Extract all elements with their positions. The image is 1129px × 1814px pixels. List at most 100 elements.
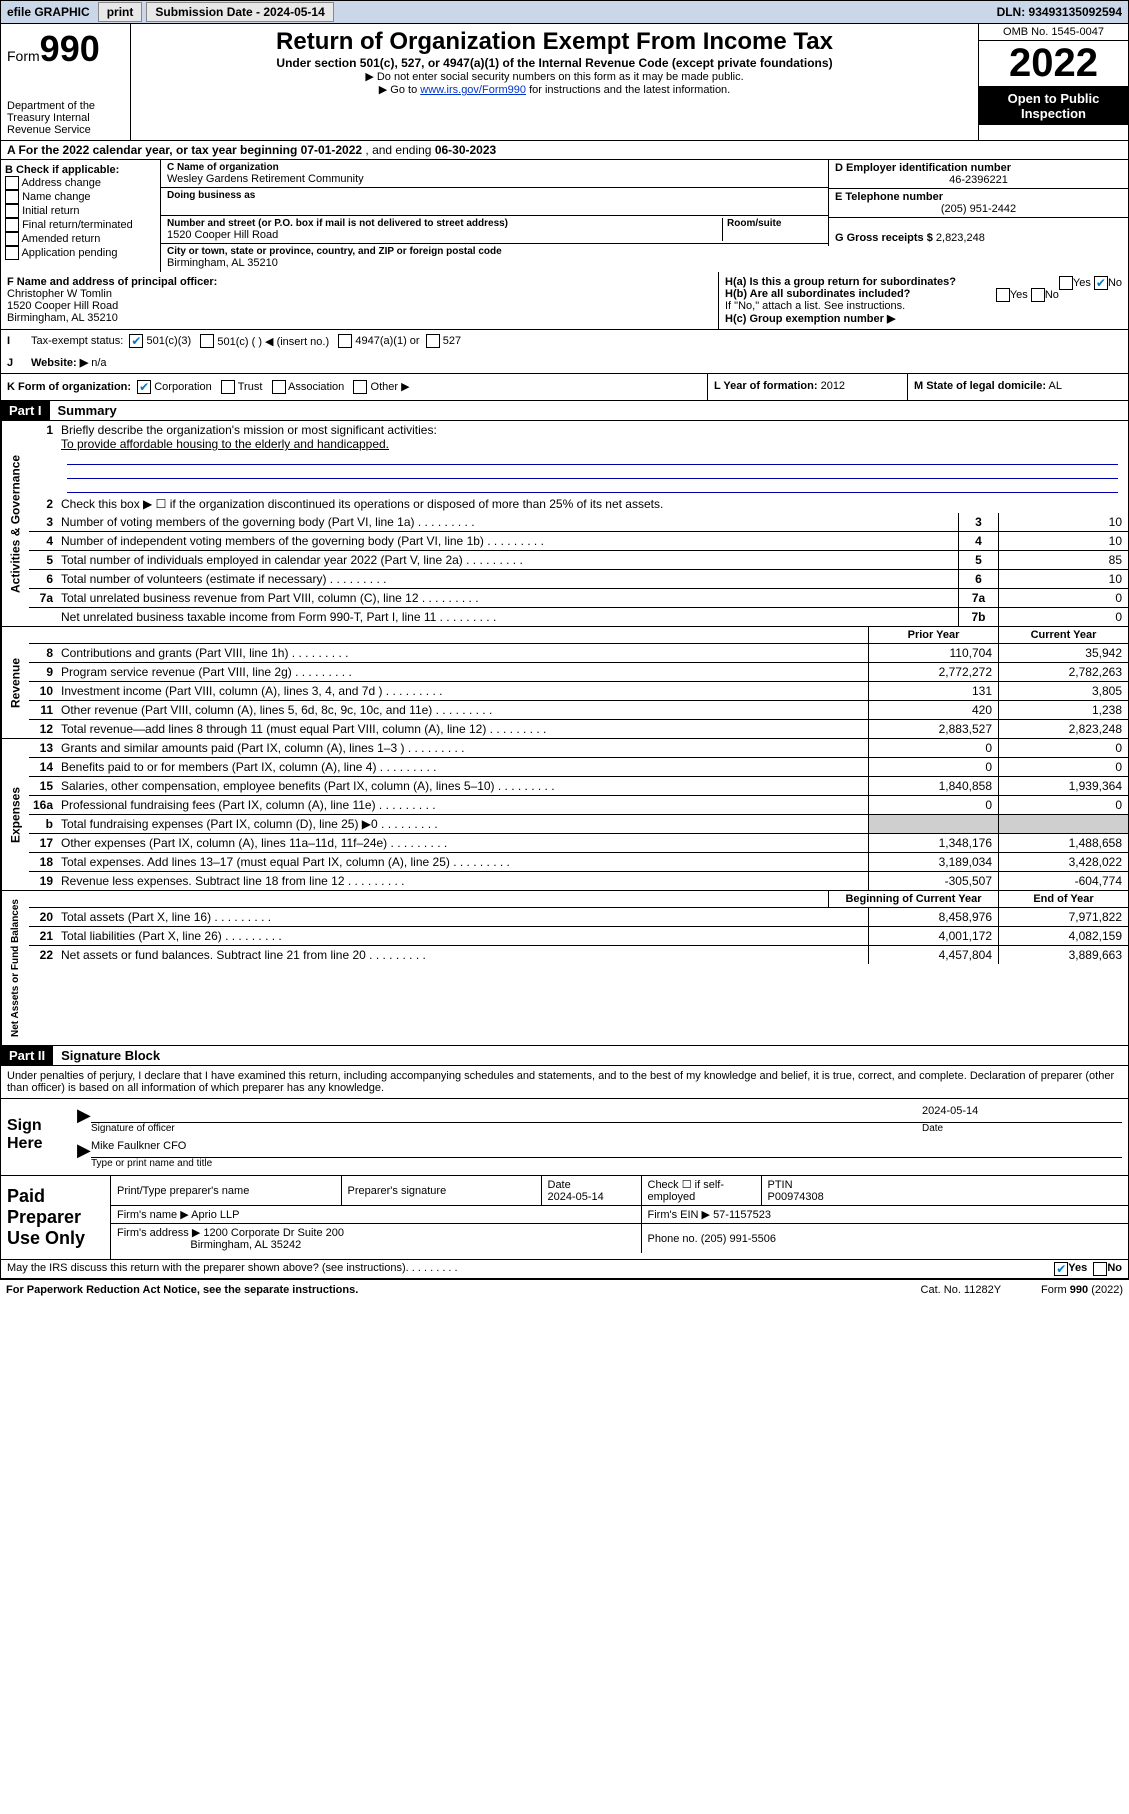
cb-501c3[interactable]: ✔ xyxy=(129,334,143,348)
col-c-org-info: C Name of organization Wesley Gardens Re… xyxy=(161,160,828,272)
omb-number: OMB No. 1545-0047 xyxy=(979,24,1128,41)
form-header: Form990 Department of the Treasury Inter… xyxy=(0,24,1129,141)
exp-line-19: 19Revenue less expenses. Subtract line 1… xyxy=(29,872,1128,890)
gov-line-7b: Net unrelated business taxable income fr… xyxy=(29,608,1128,626)
na-line-21: 21Total liabilities (Part X, line 26)4,0… xyxy=(29,927,1128,946)
room-label: Room/suite xyxy=(727,218,822,229)
irs-link[interactable]: www.irs.gov/Form990 xyxy=(420,84,526,96)
gov-line-5: 5Total number of individuals employed in… xyxy=(29,551,1128,570)
line-current: 1,238 xyxy=(998,701,1128,719)
exp-line-14: 14Benefits paid to or for members (Part … xyxy=(29,758,1128,777)
org-name-value: Wesley Gardens Retirement Community xyxy=(167,173,822,185)
line-prior: 2,883,527 xyxy=(868,720,998,738)
hb-yes-checkbox[interactable] xyxy=(996,288,1010,302)
city-label: City or town, state or province, country… xyxy=(167,246,822,257)
ha-no-checkbox[interactable]: ✔ xyxy=(1094,276,1108,290)
cb-amended-return[interactable]: Amended return xyxy=(5,232,156,246)
line-current: 0 xyxy=(998,758,1128,776)
line-current: 35,942 xyxy=(998,644,1128,662)
gross-receipts-label: G Gross receipts $ xyxy=(835,232,933,244)
ha-yes-checkbox[interactable] xyxy=(1059,276,1073,290)
sign-date-value: 2024-05-14 xyxy=(922,1105,1122,1122)
line-current: 2,782,263 xyxy=(998,663,1128,681)
line-desc: Total fundraising expenses (Part IX, col… xyxy=(57,815,868,833)
line-prior: 1,840,858 xyxy=(868,777,998,795)
lbl-4947: 4947(a)(1) or xyxy=(355,335,419,347)
line-2-text: Check this box ▶ ☐ if the organization d… xyxy=(57,495,1128,513)
col-end-year: End of Year xyxy=(998,891,1128,907)
cb-address-change[interactable]: Address change xyxy=(5,176,156,190)
discuss-question: May the IRS discuss this return with the… xyxy=(7,1262,406,1276)
line-prior xyxy=(868,815,998,833)
cb-corporation[interactable]: ✔ xyxy=(137,380,151,394)
lbl-corporation: Corporation xyxy=(154,381,211,393)
line-prior: 3,189,034 xyxy=(868,853,998,871)
city-value: Birmingham, AL 35210 xyxy=(167,257,822,269)
na-line-20: 20Total assets (Part X, line 16)8,458,97… xyxy=(29,908,1128,927)
goto-post: for instructions and the latest informat… xyxy=(526,84,730,96)
discuss-no-checkbox[interactable] xyxy=(1093,1262,1107,1276)
cb-label: Address change xyxy=(21,177,101,189)
vlabel-revenue: Revenue xyxy=(1,627,29,738)
line-prior: 110,704 xyxy=(868,644,998,662)
line-num: 17 xyxy=(29,834,57,852)
gov-line-7a: 7aTotal unrelated business revenue from … xyxy=(29,589,1128,608)
sign-here-block: Sign Here ▶ 2024-05-14 Signature of offi… xyxy=(0,1099,1129,1176)
efile-label: efile GRAPHIC xyxy=(1,5,96,19)
row-i-text: Tax-exempt status: xyxy=(31,335,123,347)
cb-association[interactable] xyxy=(272,380,286,394)
line-prior: 4,001,172 xyxy=(868,927,998,945)
print-button[interactable]: print xyxy=(98,2,143,22)
line-prior: 0 xyxy=(868,739,998,757)
line-desc: Total revenue—add lines 8 through 11 (mu… xyxy=(57,720,868,738)
cb-527[interactable] xyxy=(426,334,440,348)
discuss-yes-checkbox[interactable]: ✔ xyxy=(1054,1262,1068,1276)
row-f-h: F Name and address of principal officer:… xyxy=(0,272,1129,330)
section-revenue-wrap: Revenue Prior Year Current Year 8Contrib… xyxy=(0,627,1129,738)
hb-label: H(b) Are all subordinates included? xyxy=(725,288,910,300)
firm-ein-label: Firm's EIN ▶ xyxy=(648,1209,711,1221)
ptin-val: P00974308 xyxy=(768,1191,824,1203)
dln-label: DLN: 93493135092594 xyxy=(991,5,1128,19)
exp-line-b: bTotal fundraising expenses (Part IX, co… xyxy=(29,815,1128,834)
cb-trust[interactable] xyxy=(221,380,235,394)
col-prior-year: Prior Year xyxy=(868,627,998,643)
line-desc: Grants and similar amounts paid (Part IX… xyxy=(57,739,868,757)
rev-line-8: 8Contributions and grants (Part VIII, li… xyxy=(29,644,1128,663)
row-k: K Form of organization: ✔ Corporation Tr… xyxy=(0,374,1129,401)
line-val: 0 xyxy=(998,589,1128,607)
cat-no: Cat. No. 11282Y xyxy=(921,1284,1002,1296)
rev-line-9: 9Program service revenue (Part VIII, lin… xyxy=(29,663,1128,682)
form-990-num: 990 xyxy=(40,28,100,69)
phone-value: (205) 951-2442 xyxy=(835,203,1122,215)
caret-icon: ▶ xyxy=(77,1105,91,1134)
col-b-header: B Check if applicable: xyxy=(5,164,156,176)
part-2-title: Signature Block xyxy=(53,1048,160,1063)
line-current: 1,488,658 xyxy=(998,834,1128,852)
line-prior: 420 xyxy=(868,701,998,719)
lbl-association: Association xyxy=(288,381,344,393)
cb-initial-return[interactable]: Initial return xyxy=(5,204,156,218)
hb-no-checkbox[interactable] xyxy=(1031,288,1045,302)
cb-application-pending[interactable]: Application pending xyxy=(5,246,156,260)
cb-501c[interactable] xyxy=(200,334,214,348)
cb-4947[interactable] xyxy=(338,334,352,348)
submission-date-button[interactable]: Submission Date - 2024-05-14 xyxy=(146,2,333,22)
cb-other[interactable] xyxy=(353,380,367,394)
officer-addr2: Birmingham, AL 35210 xyxy=(7,312,118,324)
cb-final-return[interactable]: Final return/terminated xyxy=(5,218,156,232)
line-desc: Other expenses (Part IX, column (A), lin… xyxy=(57,834,868,852)
line-num: 18 xyxy=(29,853,57,871)
cb-label: Initial return xyxy=(22,205,79,217)
line-desc: Salaries, other compensation, employee b… xyxy=(57,777,868,795)
cb-name-change[interactable]: Name change xyxy=(5,190,156,204)
public-inspection: Open to Public Inspection xyxy=(979,87,1128,125)
line-num: 10 xyxy=(29,682,57,700)
line-val: 10 xyxy=(998,532,1128,550)
line-desc: Program service revenue (Part VIII, line… xyxy=(57,663,868,681)
m-value: AL xyxy=(1048,380,1061,392)
line-prior: 4,457,804 xyxy=(868,946,998,964)
part-1-title: Summary xyxy=(50,403,117,418)
paid-preparer-label: Paid Preparer Use Only xyxy=(1,1176,111,1259)
rev-line-10: 10Investment income (Part VIII, column (… xyxy=(29,682,1128,701)
